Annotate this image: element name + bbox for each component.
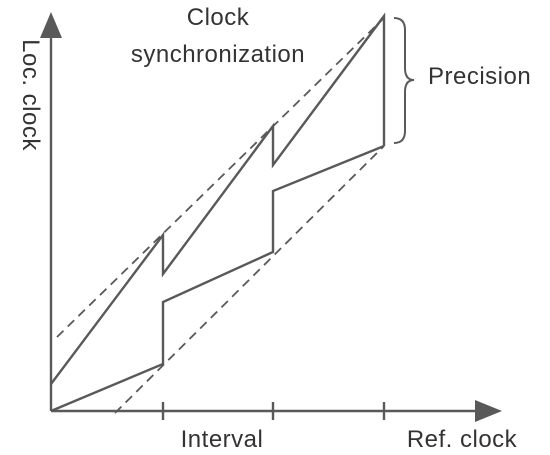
fast-clock-sawtooth — [50, 12, 386, 385]
precision-label: Precision — [428, 63, 531, 90]
diagram-title-line-2: synchronization — [131, 41, 305, 68]
upper-bound-dashed-line — [56, 17, 385, 338]
x-axis-label: Ref. clock — [407, 426, 518, 453]
interval-label: Interval — [181, 426, 264, 453]
y-axis-label: Loc. clock — [17, 39, 44, 151]
x-axis-arrowhead — [475, 400, 502, 422]
y-axis-arrowhead — [40, 12, 62, 38]
slow-clock-step-line — [50, 144, 385, 413]
diagram-title-line-1: Clock — [187, 4, 250, 31]
precision-brace — [393, 17, 415, 144]
lower-bound-dashed-line — [114, 145, 385, 414]
